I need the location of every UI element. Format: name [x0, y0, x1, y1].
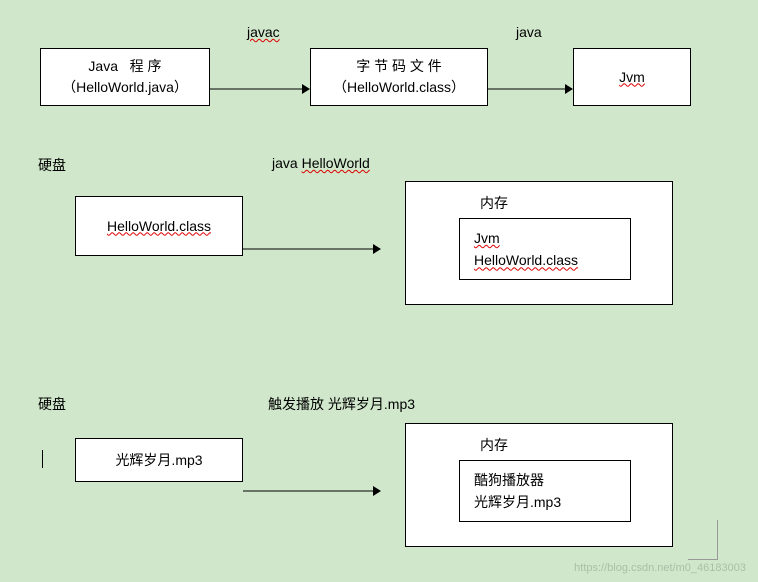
arrow-load-class: [243, 242, 381, 256]
text-cursor: [42, 450, 43, 468]
arrow-load-mp3: [243, 484, 381, 498]
inner-box-jvm-class: Jvm HelloWorld.class: [459, 218, 631, 280]
inner-jvm-line1: Jvm: [474, 227, 616, 249]
label-disk-3: 硬盘: [38, 394, 66, 414]
memory-label-2: 内存: [480, 193, 508, 213]
box-mp3-on-disk: 光辉岁月.mp3: [75, 438, 243, 482]
box-java-source: Java 程 序 （HelloWorld.java）: [40, 48, 210, 106]
box-class-on-disk-line1: HelloWorld.class: [107, 216, 211, 237]
box-class-file-line2: （HelloWorld.class）: [333, 77, 465, 98]
label-play-action: 触发播放 光辉岁月.mp3: [268, 394, 415, 414]
arrow-javac: [210, 82, 310, 96]
label-java-cmd: java HelloWorld: [272, 155, 370, 171]
box-jvm: Jvm: [573, 48, 691, 106]
arrow-java: [488, 82, 573, 96]
watermark: https://blog.csdn.net/m0_46183003: [574, 562, 746, 574]
box-class-on-disk: HelloWorld.class: [75, 196, 243, 256]
memory-label-3: 内存: [480, 435, 508, 455]
box-class-file-line1: 字 节 码 文 件: [356, 56, 442, 77]
box-class-file: 字 节 码 文 件 （HelloWorld.class）: [310, 48, 488, 106]
inner-box-player: 酷狗播放器 光辉岁月.mp3: [459, 460, 631, 522]
inner-player-line1: 酷狗播放器: [474, 469, 616, 491]
label-java: java: [516, 24, 542, 40]
inner-player-line2: 光辉岁月.mp3: [474, 491, 616, 513]
box-java-source-line2: （HelloWorld.java）: [62, 77, 188, 98]
panel-ghost: [688, 520, 718, 560]
label-disk-2: 硬盘: [38, 155, 66, 175]
label-javac: javac: [247, 24, 280, 40]
box-java-source-line1: Java 程 序: [88, 56, 161, 77]
inner-jvm-line2: HelloWorld.class: [474, 249, 616, 271]
box-mp3-line1: 光辉岁月.mp3: [115, 450, 202, 471]
box-jvm-line1: Jvm: [619, 67, 645, 88]
